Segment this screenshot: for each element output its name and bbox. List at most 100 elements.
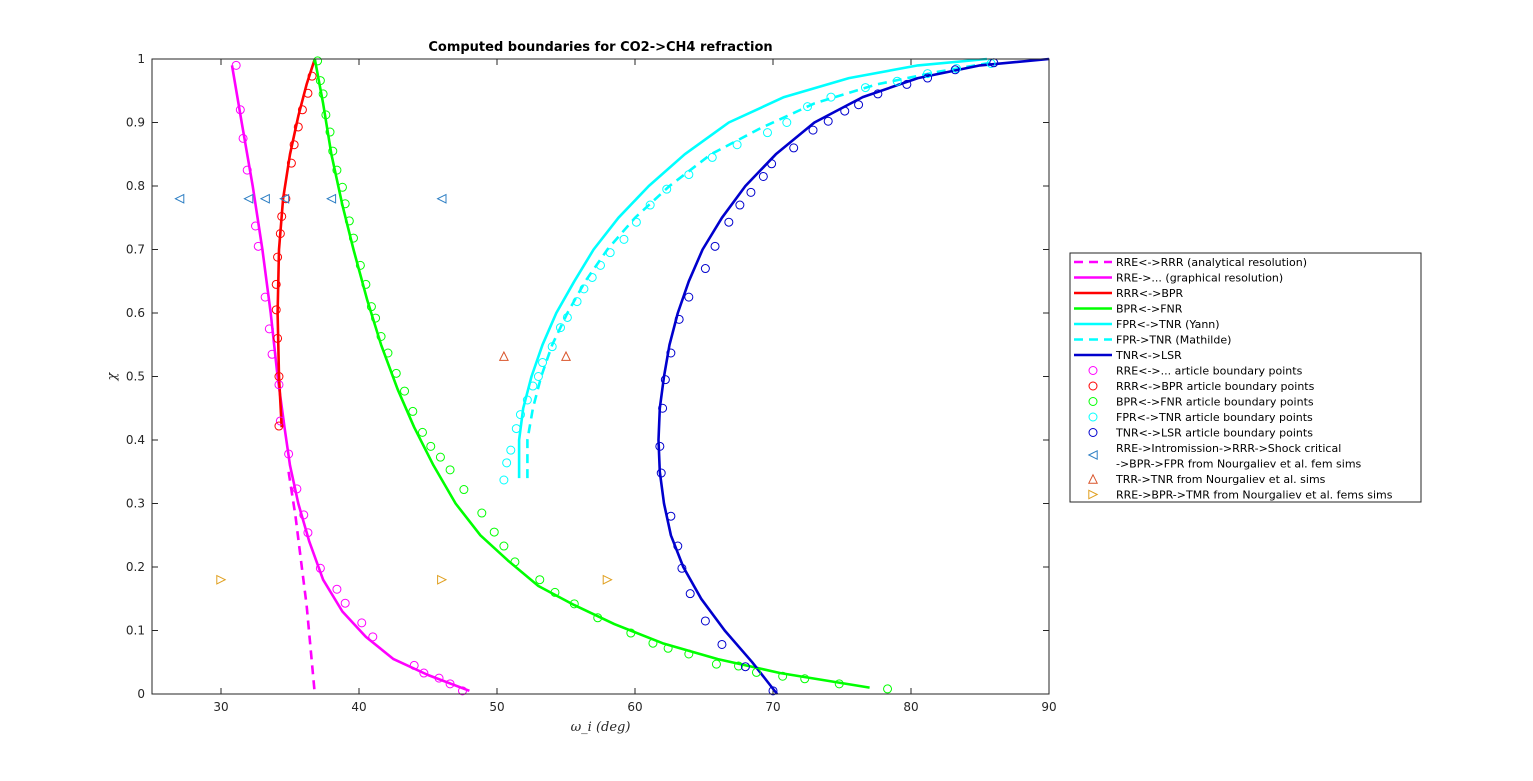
data-point [498,350,509,361]
data-point [355,260,365,270]
data-point [321,110,331,120]
data-point [515,410,525,420]
y-tick-label: 1 [137,52,145,66]
data-point [666,348,676,358]
data-point [174,193,185,204]
legend-label: TNR<->LSR [1115,349,1182,362]
data-point [348,233,358,243]
data-point [502,458,512,468]
legend-swatch [1088,366,1098,375]
data-point [923,69,933,79]
data-point [587,272,597,282]
data-point [251,221,260,231]
data-point [550,587,560,597]
data-point [626,628,636,638]
series-2 [276,58,317,428]
data-point [547,342,557,352]
data-point [522,395,532,405]
series-14 [216,574,613,585]
data-point [235,105,245,115]
data-point [289,140,299,150]
data-point [216,574,227,585]
legend-label: FPR->TNR (Mathilde) [1116,334,1231,347]
data-point [499,475,509,485]
legend-entry: TNR<->LSR [1074,349,1182,362]
legend-entry: FPR<->TNR article boundary points [1088,411,1313,424]
x-axis-label: ω_i (deg) [571,720,631,735]
data-point [538,358,548,368]
data-point [275,416,285,426]
data-point [892,76,902,86]
legend-entry: FPR->TNR (Mathilde) [1074,334,1231,347]
data-point [883,684,893,694]
data-point [602,574,613,585]
axis-ticks: 30 40 50 60 70 80 90 0 0.1 0.2 0.3 0.4 0.5 0.6 0.7 0.8 0… [126,52,1057,714]
series-line [517,57,988,479]
data-point [873,89,883,99]
data-point [253,241,263,251]
data-point [400,386,410,396]
data-point [318,89,328,99]
data-point [952,64,962,74]
data-point [271,305,281,315]
data-point [434,673,444,683]
data-point [834,679,844,689]
data-point [326,193,337,204]
legend-swatch [1088,397,1098,406]
data-point [274,372,284,381]
data-point [242,165,252,175]
legend: RRE<->RRR (analytical resolution) RRE->..… [1069,252,1422,503]
data-point [700,616,710,626]
data-point [281,194,291,204]
data-point [445,679,455,689]
data-point [243,193,254,204]
data-point [307,71,317,81]
data-point [710,241,720,251]
data-point [417,427,427,437]
data-point [533,372,543,381]
data-point [663,643,673,653]
data-point [800,674,810,684]
data-point [655,441,665,451]
data-point [231,60,241,70]
data-point [535,575,545,585]
data-point [366,302,376,312]
legend-entry: RRE<->... article boundary points [1088,365,1303,378]
legend-entry: FPR<->TNR (Yann) [1074,318,1220,331]
data-point [768,686,778,696]
data-point [823,116,833,126]
data-point [340,598,350,608]
data-point [684,649,694,659]
series-line [313,58,870,689]
data-point [435,452,445,462]
x-tick-label: 60 [627,700,642,714]
data-point [340,199,350,209]
data-point [740,662,750,672]
data-point [854,100,864,110]
data-point [315,76,325,86]
series-layer [174,56,1050,696]
data-point [619,234,629,244]
series-6 [657,57,1050,695]
legend-label: RRE->Intromission->RRR->Shock critical [1116,442,1341,455]
series-3 [313,58,870,689]
legend-label: FPR<->TNR (Yann) [1116,318,1220,331]
data-point [368,632,378,642]
y-tick-label: 0.9 [126,116,145,130]
series-7 [231,60,467,696]
x-tick-label: 70 [765,700,780,714]
legend-label: FPR<->TNR article boundary points [1116,411,1313,424]
data-point [284,449,294,459]
data-point [803,102,812,112]
data-point [579,284,589,294]
y-tick-label: 0.8 [126,179,145,193]
series-line [276,58,317,428]
data-point [735,200,745,210]
legend-label: TRR->TNR from Nourgaliev et al. sims [1115,473,1326,486]
x-tick-label: 30 [213,700,228,714]
data-point [426,441,436,451]
data-point [391,368,401,378]
data-point [569,599,579,609]
legend-label: TNR<->LSR article boundary points [1115,427,1313,440]
data-point [477,508,487,518]
